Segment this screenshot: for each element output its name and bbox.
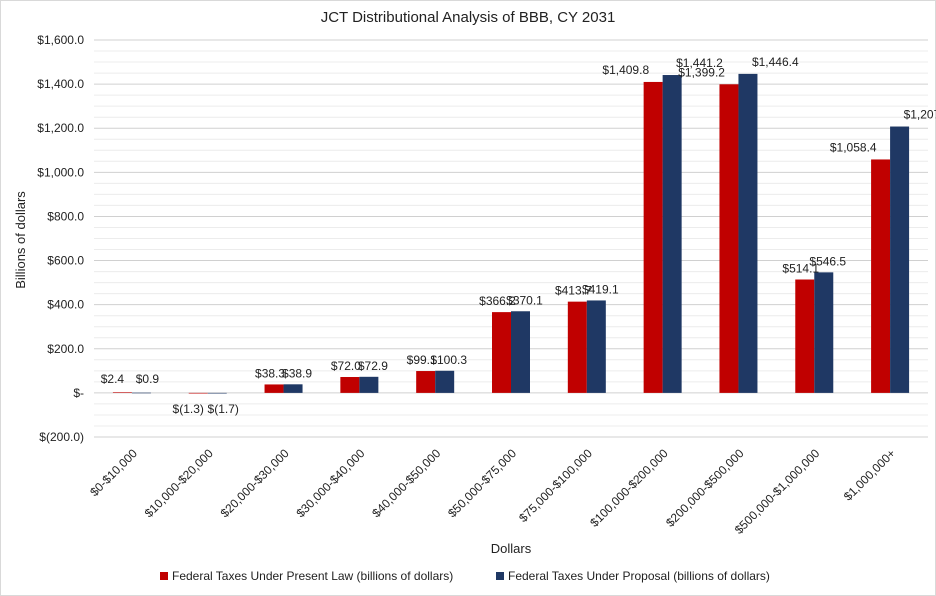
bar-present-law bbox=[416, 371, 436, 393]
x-tick-label: $0-$10,000 bbox=[87, 446, 140, 499]
bar-present-law bbox=[643, 81, 663, 393]
chart-title: JCT Distributional Analysis of BBB, CY 2… bbox=[321, 9, 616, 26]
data-label: $366.2 bbox=[479, 294, 516, 308]
y-axis-ticks: $(200.0) $- $200.0 $400.0 $600.0 $800.0 $1,000… bbox=[37, 33, 84, 444]
data-label: $413.7 bbox=[555, 284, 592, 298]
data-label: $38.3 bbox=[255, 366, 285, 380]
y-tick-label: $1,400.0 bbox=[37, 77, 84, 91]
bar-present-law bbox=[795, 279, 815, 393]
bar-proposal bbox=[359, 376, 379, 393]
data-label: $(1.3) bbox=[173, 402, 204, 416]
bar-proposal bbox=[283, 384, 303, 393]
data-label: $419.1 bbox=[582, 282, 619, 296]
data-label: $546.5 bbox=[809, 254, 846, 268]
bar-proposal bbox=[207, 392, 227, 394]
y-tick-label: $- bbox=[73, 386, 84, 400]
y-tick-label: $800.0 bbox=[47, 209, 84, 223]
legend-label: Federal Taxes Under Proposal (billions o… bbox=[508, 569, 770, 583]
x-tick-label: $40,000-$50,000 bbox=[369, 446, 443, 520]
x-axis-title: Dollars bbox=[491, 541, 532, 556]
bar-present-law bbox=[340, 377, 360, 393]
y-axis-title: Billions of dollars bbox=[13, 191, 28, 289]
y-tick-label: $1,200.0 bbox=[37, 121, 84, 135]
x-tick-label: $50,000-$75,000 bbox=[445, 446, 519, 520]
x-tick-label: $500,000-$1,000,000 bbox=[732, 446, 823, 537]
bar-proposal bbox=[586, 300, 606, 393]
data-labels: $2.4 $(1.3) $38.3 $72.0 $99.1 $366.2 $413.7 $1,… bbox=[101, 55, 936, 416]
data-label: $38.9 bbox=[282, 366, 312, 380]
bar-present-law bbox=[719, 84, 739, 393]
data-label: $1,399.2 bbox=[678, 65, 725, 79]
legend-label: Federal Taxes Under Present Law (billion… bbox=[172, 569, 453, 583]
x-tick-label: $75,000-$100,000 bbox=[516, 446, 595, 525]
bar-present-law bbox=[112, 392, 132, 393]
data-label: $2.4 bbox=[101, 372, 125, 386]
data-label: $72.0 bbox=[331, 359, 361, 373]
data-label: $(1.7) bbox=[208, 402, 239, 416]
bar-proposal bbox=[662, 75, 682, 393]
legend-swatch bbox=[160, 572, 168, 580]
data-label: $514.1 bbox=[782, 262, 819, 276]
data-label: $100.3 bbox=[430, 353, 467, 367]
y-tick-label: $1,600.0 bbox=[37, 33, 84, 47]
y-tick-label: $600.0 bbox=[47, 254, 84, 268]
bar-proposal bbox=[435, 370, 455, 393]
data-label: $1,409.8 bbox=[602, 63, 649, 77]
bar-present-law bbox=[188, 392, 208, 394]
x-tick-label: $10,000-$20,000 bbox=[142, 446, 216, 520]
x-tick-label: $100,000-$200,000 bbox=[587, 446, 671, 530]
legend-swatch bbox=[496, 572, 504, 580]
bar-present-law bbox=[567, 301, 587, 393]
bar-proposal bbox=[131, 392, 151, 394]
data-label: $370.1 bbox=[506, 293, 543, 307]
data-label: $1,058.4 bbox=[830, 140, 877, 154]
data-label: $1,207.7 bbox=[904, 108, 936, 122]
y-tick-label: $400.0 bbox=[47, 298, 84, 312]
data-label: $0.9 bbox=[136, 372, 160, 386]
x-tick-label: $1,000,000+ bbox=[841, 446, 898, 503]
legend: Federal Taxes Under Present Law (billion… bbox=[160, 569, 770, 583]
data-label: $72.9 bbox=[358, 359, 388, 373]
y-tick-label: $(200.0) bbox=[39, 430, 84, 444]
data-label: $1,446.4 bbox=[752, 55, 799, 69]
bars bbox=[112, 73, 910, 394]
x-tick-label: $200,000-$500,000 bbox=[663, 446, 747, 530]
data-label: $99.1 bbox=[407, 353, 437, 367]
x-tick-label: $30,000-$40,000 bbox=[293, 446, 367, 520]
bar-present-law bbox=[492, 312, 511, 393]
bar-proposal bbox=[890, 126, 910, 393]
bar-present-law bbox=[264, 384, 284, 393]
bar-proposal bbox=[511, 311, 530, 393]
x-tick-label: $20,000-$30,000 bbox=[218, 446, 292, 520]
bar-proposal bbox=[738, 73, 758, 393]
bar-present-law bbox=[871, 159, 891, 393]
x-axis-ticks: $0-$10,000 $10,000-$20,000 $20,000-$30,000… bbox=[87, 446, 898, 537]
data-label: $1,441.2 bbox=[676, 56, 723, 70]
bar-proposal bbox=[814, 272, 834, 393]
y-tick-label: $1,000.0 bbox=[37, 165, 84, 179]
y-tick-label: $200.0 bbox=[47, 342, 84, 356]
